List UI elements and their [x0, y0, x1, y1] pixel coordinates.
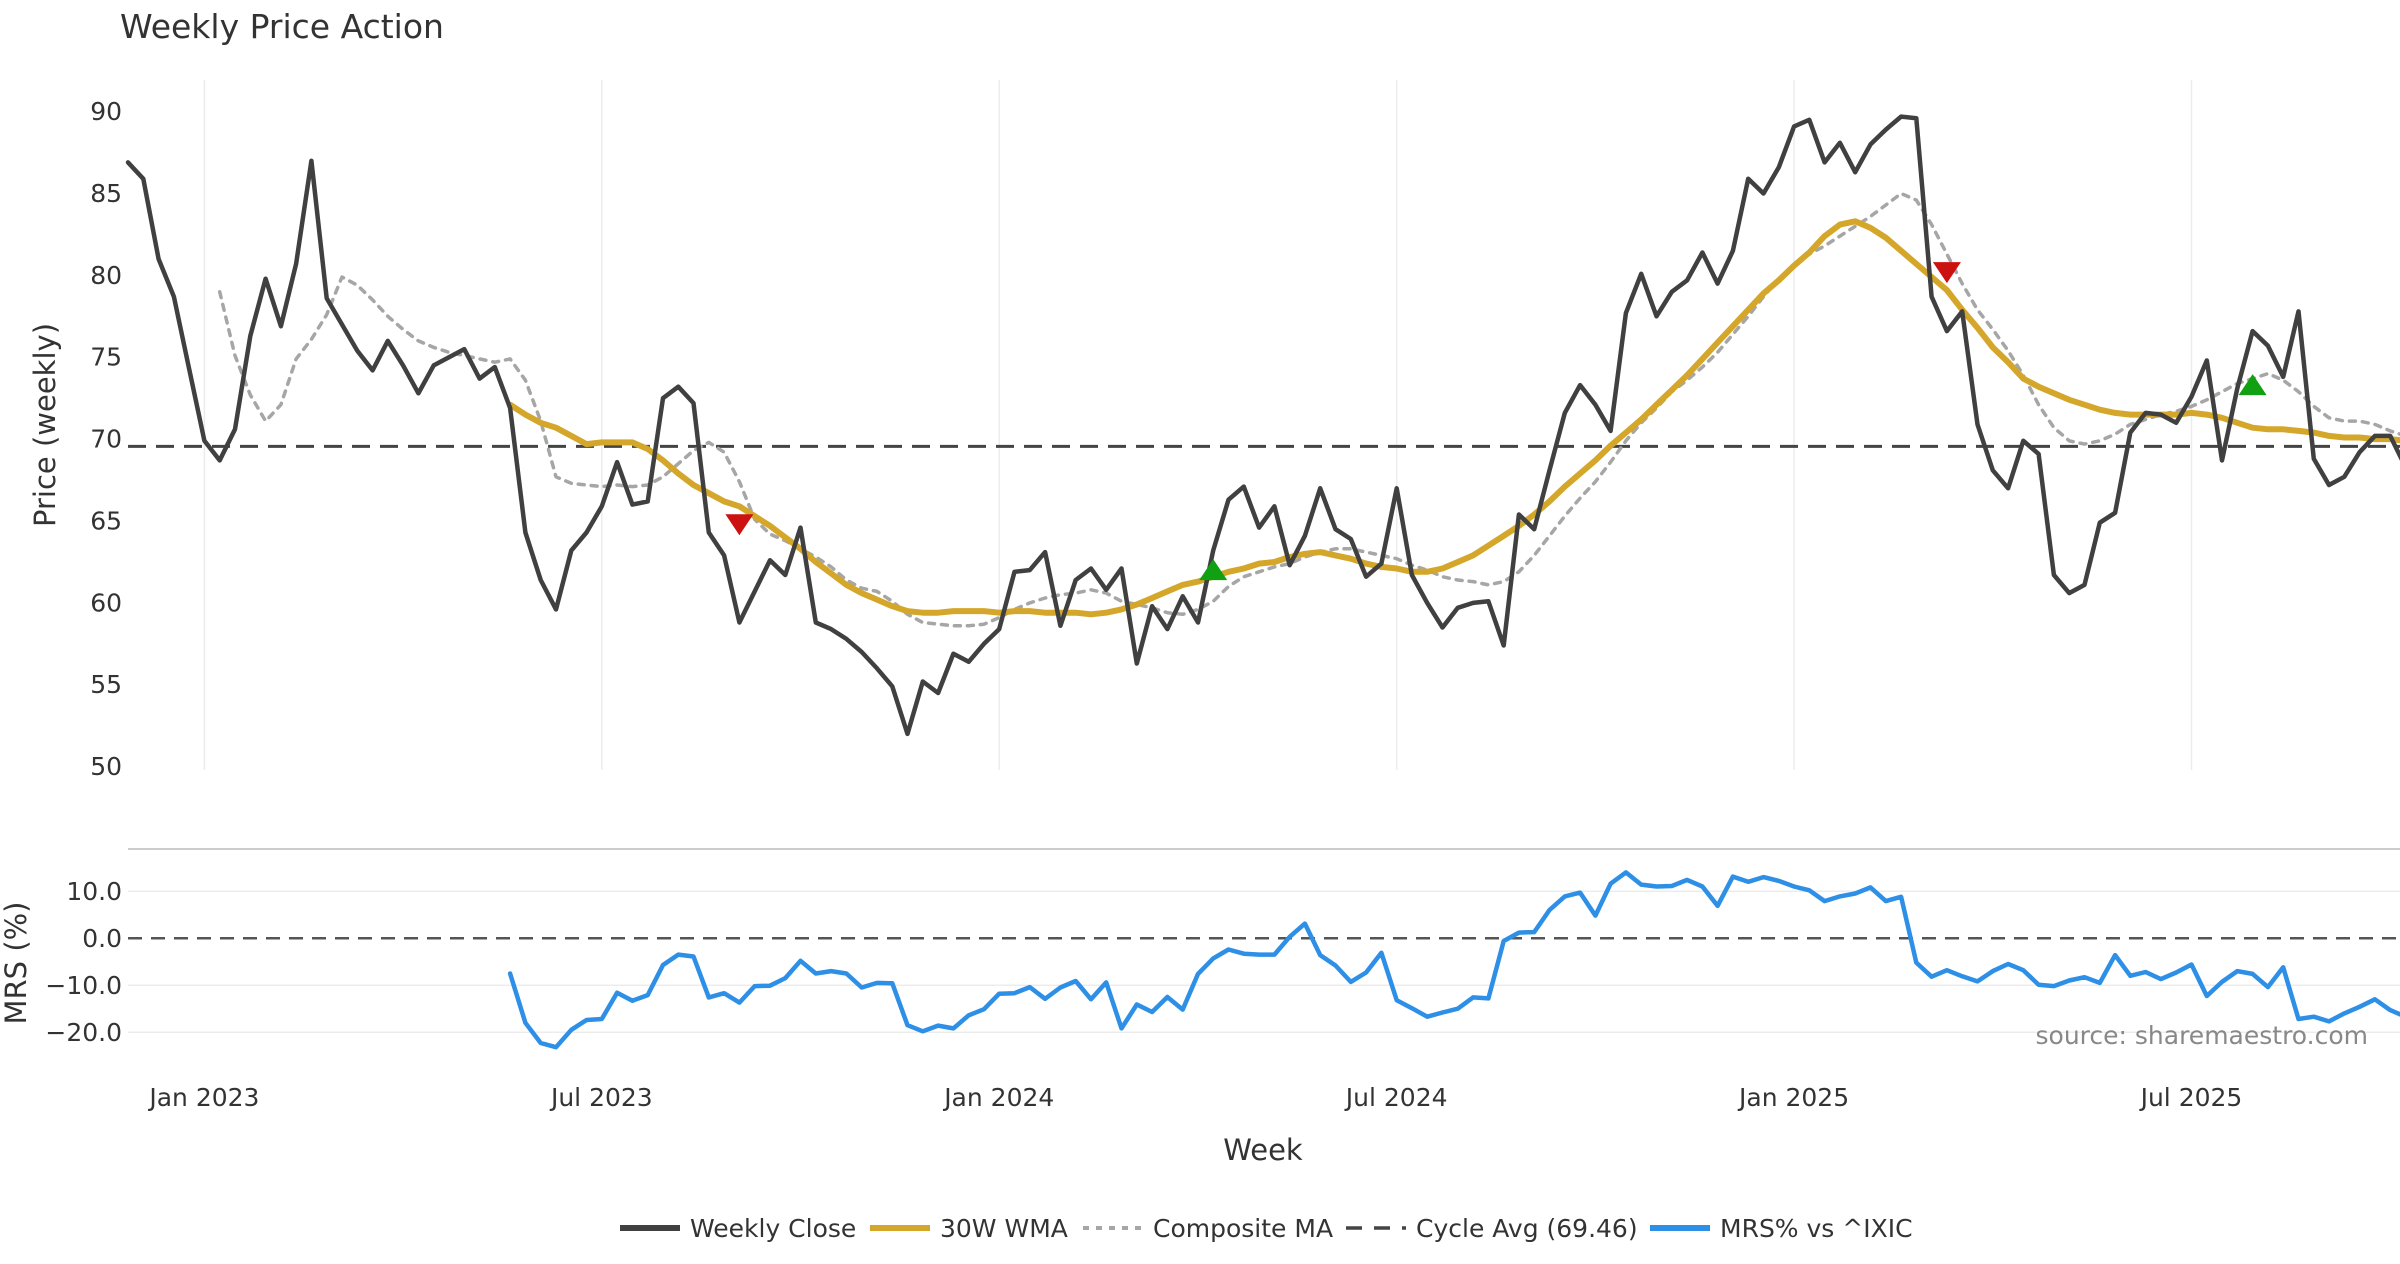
- mrs-y-axis-label: MRS (%): [0, 902, 33, 1025]
- price-y-tick: 90: [90, 97, 122, 126]
- x-tick: Jan 2024: [942, 1083, 1054, 1112]
- legend-label: Weekly Close: [690, 1214, 856, 1243]
- sell-signal-marker: [1932, 262, 1961, 284]
- x-tick: Jan 2025: [1737, 1083, 1849, 1112]
- x-grid: [203, 80, 2193, 770]
- mrs-y-tick: 0.0: [82, 924, 122, 953]
- mrs-y-tick: 10.0: [66, 877, 122, 906]
- price-y-tick: 50: [90, 752, 122, 781]
- price-y-tick: 85: [90, 179, 122, 208]
- legend-label: MRS% vs ^IXIC: [1720, 1214, 1913, 1243]
- legend-label: Composite MA: [1153, 1214, 1333, 1243]
- sell-signal-marker: [725, 514, 754, 536]
- buy-signal-marker: [2238, 374, 2267, 396]
- source-note: source: sharemaestro.com: [2036, 1021, 2369, 1050]
- composite-ma-series: [217, 191, 2400, 628]
- price-series: [125, 114, 2400, 737]
- legend-label: Cycle Avg (69.46): [1416, 1214, 1638, 1243]
- x-tick: Jul 2023: [549, 1083, 653, 1112]
- price-y-tick-labels: 90 85 80 75 70 65 60 55 50: [90, 97, 122, 781]
- price-y-axis-label: Price (weekly): [28, 323, 62, 527]
- mrs-y-grid: [128, 890, 2400, 1033]
- legend: Weekly Close 30W WMA Composite MA Cycle Avg…: [620, 1214, 1913, 1243]
- x-tick: Jul 2024: [1344, 1083, 1448, 1112]
- weekly-close-series: [125, 114, 2400, 737]
- buy-signal-marker: [1199, 559, 1228, 581]
- price-y-tick: 70: [90, 425, 122, 454]
- mrs-y-tick: −10.0: [45, 971, 122, 1000]
- price-y-tick: 80: [90, 261, 122, 290]
- x-tick: Jul 2025: [2139, 1083, 2243, 1112]
- legend-label: 30W WMA: [940, 1214, 1068, 1243]
- mrs-series: [507, 870, 2400, 1050]
- x-tick-labels: Jan 2023 Jul 2023 Jan 2024 Jul 2024 Jan 2025…: [147, 1083, 2242, 1112]
- chart-title: Weekly Price Action: [120, 7, 444, 46]
- x-tick: Jan 2023: [147, 1083, 259, 1112]
- mrs-y-tick: −20.0: [45, 1018, 122, 1047]
- wma-30w-series: [507, 218, 2400, 618]
- price-y-tick: 60: [90, 588, 122, 617]
- price-y-tick: 65: [90, 506, 122, 535]
- x-axis-label: Week: [1223, 1133, 1303, 1167]
- price-y-tick: 75: [90, 343, 122, 372]
- mrs-vs-ixic-series: [507, 870, 2400, 1050]
- price-y-tick: 55: [90, 670, 122, 699]
- signal-markers: [725, 262, 2267, 581]
- mrs-y-tick-labels: 10.0 0.0 −10.0 −20.0: [45, 877, 122, 1047]
